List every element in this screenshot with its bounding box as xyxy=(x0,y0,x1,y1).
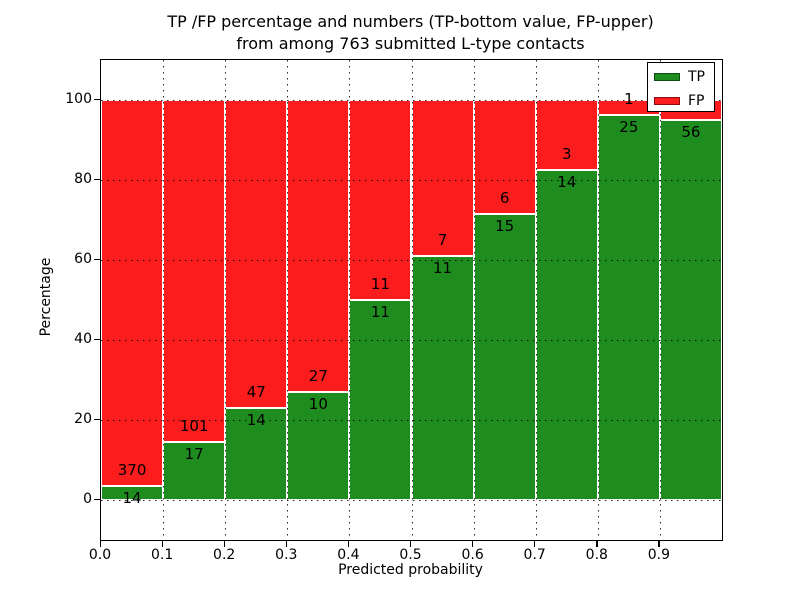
bar-segment-fp xyxy=(163,100,226,443)
bar-tp-count-label: 14 xyxy=(122,488,142,507)
bar-fp-count-label: 27 xyxy=(308,367,328,385)
bar-tp-count-label: 11 xyxy=(433,258,453,277)
bar-segment-tp xyxy=(101,485,164,500)
gridline-vertical xyxy=(287,60,289,540)
bar-tp-count-label: 56 xyxy=(681,123,701,142)
x-tick-label: 0.6 xyxy=(461,547,484,563)
x-tick-mark xyxy=(223,540,225,547)
y-tick-label: 0 xyxy=(83,491,92,507)
legend-label-fp: FP xyxy=(688,92,705,109)
y-tick-label: 80 xyxy=(74,171,92,187)
legend-label-tp: TP xyxy=(688,68,705,85)
x-tick-label: 0.8 xyxy=(585,547,608,563)
legend-entry-fp: FP xyxy=(654,90,710,111)
chart-title-line-2: from among 763 submitted L-type contacts xyxy=(236,34,585,53)
x-tick-label: 0.1 xyxy=(150,547,174,563)
legend-swatch-fp-icon xyxy=(654,96,680,105)
bar-segment-tp xyxy=(535,170,598,500)
y-tick-label: 20 xyxy=(74,411,92,427)
legend-entry-tp: TP xyxy=(654,66,710,87)
x-tick-mark xyxy=(285,540,288,547)
chart-title-line-1: TP /FP percentage and numbers (TP-bottom… xyxy=(167,12,654,31)
legend: TP FP xyxy=(647,62,715,112)
y-tick-mark xyxy=(94,258,100,260)
bar-segment-tp xyxy=(473,214,536,500)
y-tick-label: 40 xyxy=(74,331,92,347)
bar-fp-count-label: 11 xyxy=(370,275,390,293)
gridline-vertical xyxy=(535,60,537,540)
x-tick-label: 0.2 xyxy=(213,547,236,563)
gridline-vertical xyxy=(225,60,227,540)
x-tick-mark xyxy=(658,540,660,547)
y-tick-mark xyxy=(94,418,100,420)
bar-fp-count-label: 370 xyxy=(117,460,147,479)
bar-segment-tp xyxy=(349,300,412,500)
x-tick-mark xyxy=(472,540,474,547)
x-tick-label: 0.9 xyxy=(647,547,671,563)
bar-tp-count-label: 15 xyxy=(495,217,515,236)
bar-fp-count-label: 7 xyxy=(437,230,448,249)
x-tick-label: 0.7 xyxy=(523,547,546,563)
y-tick-mark xyxy=(94,338,100,340)
gridline-vertical xyxy=(163,60,165,540)
x-tick-label: 0.4 xyxy=(337,547,360,563)
gridline-vertical xyxy=(349,60,351,540)
bar-fp-count-label: 101 xyxy=(179,417,209,436)
y-tick-label: 60 xyxy=(74,251,92,267)
x-axis-label: Predicted probability xyxy=(338,562,483,578)
x-tick-mark xyxy=(347,540,350,547)
bar-tp-count-label: 17 xyxy=(184,445,204,464)
bar-segment-fp xyxy=(349,100,412,300)
y-tick-mark xyxy=(94,498,100,500)
gridline-vertical xyxy=(411,60,413,540)
bar-segment-tp xyxy=(659,120,722,500)
legend-swatch-tp-icon xyxy=(654,72,680,81)
y-tick-label: 100 xyxy=(65,91,92,107)
bar-segment-fp xyxy=(101,100,164,486)
bar-segment-tp xyxy=(163,442,226,500)
x-tick-mark xyxy=(410,540,412,547)
x-tick-mark xyxy=(596,540,598,547)
bar-segment-fp xyxy=(225,100,288,408)
x-tick-label: 0.0 xyxy=(88,547,112,563)
bar-tp-count-label: 10 xyxy=(308,395,328,413)
x-tick-mark xyxy=(534,540,536,547)
x-tick-label: 0.5 xyxy=(399,547,422,563)
x-tick-mark xyxy=(99,540,101,547)
bar-fp-count-label: 1 xyxy=(624,90,634,109)
y-axis-label: Percentage xyxy=(38,257,54,337)
gridline-vertical xyxy=(473,60,475,540)
y-tick-mark xyxy=(94,98,100,100)
plot-area: 370 14 101 17 47 14 27 10 11 11 7 11 6 15 3 14 1 25 56 TP … xyxy=(100,59,723,541)
bar-fp-count-label: 47 xyxy=(246,383,266,401)
x-tick-label: 0.3 xyxy=(275,547,298,563)
bar-segment-fp xyxy=(287,100,350,392)
bar-tp-count-label: 14 xyxy=(557,173,577,192)
bar-tp-count-label: 11 xyxy=(370,303,390,321)
bar-tp-count-label: 14 xyxy=(246,411,266,429)
bar-fp-count-label: 3 xyxy=(561,145,572,164)
bar-segment-tp xyxy=(597,115,660,500)
x-tick-mark xyxy=(161,540,163,547)
y-tick-mark xyxy=(94,178,100,180)
gridline-vertical xyxy=(659,60,661,540)
bar-tp-count-label: 25 xyxy=(619,118,639,137)
bar-segment-fp xyxy=(535,100,598,171)
gridline-vertical xyxy=(597,60,599,540)
bar-segment-tp xyxy=(411,255,474,500)
bar-fp-count-label: 6 xyxy=(499,189,510,208)
